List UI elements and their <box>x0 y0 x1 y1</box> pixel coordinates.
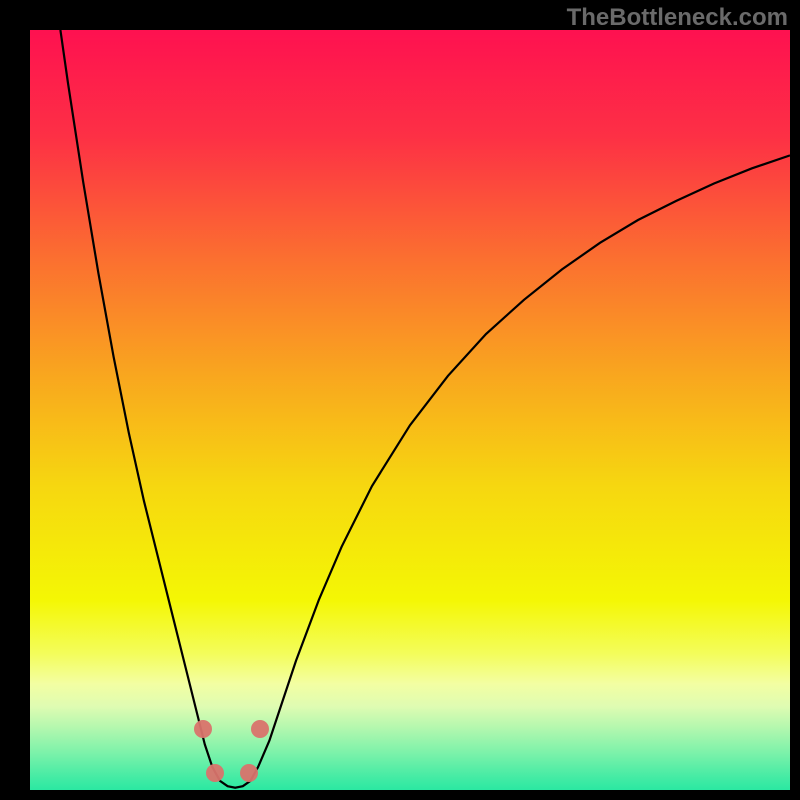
highlight-marker <box>251 720 269 738</box>
highlight-marker <box>194 720 212 738</box>
highlight-marker <box>240 764 258 782</box>
curve-path <box>60 30 790 788</box>
watermark-text: TheBottleneck.com <box>567 4 788 32</box>
plot-area <box>30 30 790 790</box>
highlight-marker <box>206 764 224 782</box>
bottleneck-curve <box>30 30 790 790</box>
